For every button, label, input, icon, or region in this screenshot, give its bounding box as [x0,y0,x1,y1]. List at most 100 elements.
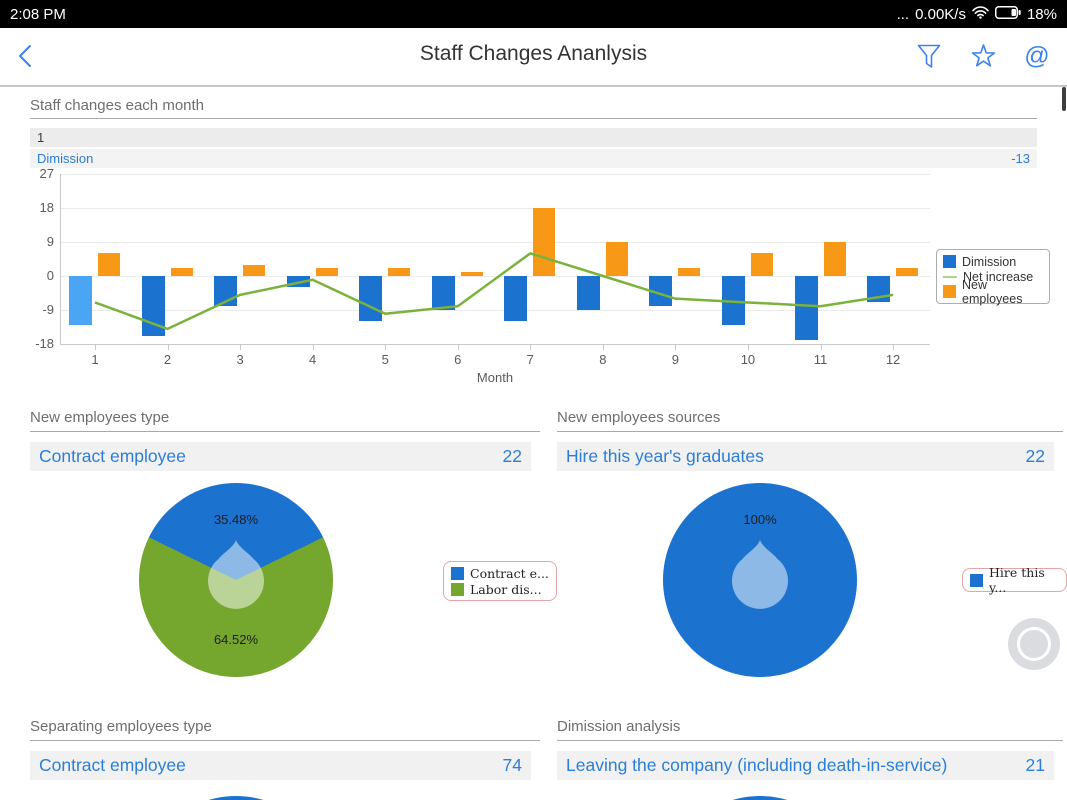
stat-row-contract-employee-separating[interactable]: Contract employee 74 [30,751,531,780]
x-axis-tickmark [675,344,677,350]
x-axis-tickmark [312,344,314,350]
y-axis-tick: -9 [42,302,54,317]
bar-dimission-2[interactable] [141,276,165,337]
bar-dimission-1[interactable] [69,276,92,326]
pie-legend-new-employees-type[interactable]: Contract e... Labor dis... [443,561,557,601]
star-icon[interactable] [969,41,997,71]
legend-label: Labor dis... [470,581,542,597]
at-mention-icon[interactable]: @ [1024,41,1050,70]
bar-new-employees-4[interactable] [315,268,338,276]
bar-dimission-6[interactable] [431,276,455,310]
stat-value: 22 [502,446,522,466]
chart-tooltip-series-row[interactable]: Dimission -13 [30,149,1037,168]
bar-new-employees-12[interactable] [896,268,919,276]
bar-dimission-12[interactable] [867,276,891,303]
divider [557,740,1063,741]
x-axis-tickmark [240,344,242,350]
x-axis-tickmark [95,344,96,350]
legend-item-hire-this-year: Hire this y... [970,565,1059,595]
status-bar: 2:08 PM ... 0.00K/s 18% [0,0,1067,28]
bar-dimission-7[interactable] [504,276,528,322]
x-axis-tick: 5 [381,352,389,367]
legend-item-new-employees: New employees [943,278,1043,306]
legend-label: Dimission [962,254,1017,269]
stat-label: Contract employee [39,755,186,775]
status-net-speed: 0.00K/s [915,5,966,23]
legend-item-dimission: Dimission [943,254,1043,269]
x-axis-tickmark [530,344,532,350]
x-axis-tick: 6 [454,352,462,367]
legend-label: New employees [962,277,1023,306]
pie-new-employees-sources[interactable]: 100% [663,483,857,677]
chart-tooltip-category-row[interactable]: 1 [30,128,1037,147]
x-axis-line [60,344,930,345]
bar-new-employees-6[interactable] [460,272,483,276]
pie-percent-label: 100% [743,512,777,527]
stat-row-leaving-company[interactable]: Leaving the company (including death-in-… [557,751,1054,780]
y-axis-tick: 18 [39,200,54,215]
divider [30,118,1037,119]
stat-label: Contract employee [39,446,186,466]
filter-funnel-icon[interactable] [915,41,943,71]
gridline [60,208,930,209]
bar-dimission-11[interactable] [794,276,818,341]
hire-this-year-swatch [970,573,983,587]
x-axis-tick: 3 [236,352,244,367]
bar-new-employees-5[interactable] [388,268,411,276]
back-button[interactable] [12,41,42,71]
tooltip-series-name: Dimission [37,151,94,166]
section-title-new-employees-sources: New employees sources [557,409,721,426]
stat-row-hire-graduates[interactable]: Hire this year's graduates 22 [557,442,1054,471]
bar-new-employees-7[interactable] [533,208,556,276]
legend-item-labor-dispatch: Labor dis... [451,581,549,597]
pie-percent-label: 64.52% [213,632,259,647]
assistive-floating-button[interactable] [1008,618,1060,670]
bar-new-employees-9[interactable] [678,268,701,276]
y-axis-line [60,174,61,344]
stat-label: Leaving the company (including death-in-… [566,755,948,775]
pie-legend-new-employees-sources[interactable]: Hire this y... [962,565,1067,595]
x-axis-tick: 8 [599,352,607,367]
tooltip-category: 1 [37,130,45,145]
x-axis-tick: 10 [740,352,756,367]
page-title: Staff Changes Ananlysis [419,42,648,65]
separating-pie-preview [139,796,333,800]
x-axis-tickmark [167,344,169,350]
x-axis-tick: 12 [885,352,901,367]
bar-new-employees-10[interactable] [750,253,773,276]
x-axis-tick: 2 [163,352,172,367]
selection-droplet-overlay [732,540,788,609]
section-title-dimission-analysis: Dimission analysis [557,718,681,735]
bar-dimission-5[interactable] [359,276,383,322]
bar-dimission-3[interactable] [214,276,238,307]
bar-new-employees-3[interactable] [243,264,266,276]
pie-percent-label: 35.48% [213,512,259,527]
legend-label: Hire this y... [989,565,1045,595]
selection-droplet-overlay [208,540,264,609]
stat-value: 22 [1025,446,1045,466]
bar-new-employees-11[interactable] [823,242,846,276]
status-time: 2:08 PM [10,5,66,23]
y-axis-tick: 9 [46,234,54,249]
bar-new-employees-8[interactable] [605,242,628,276]
net-increase-swatch [943,275,957,278]
scrollbar[interactable] [1062,87,1066,111]
x-axis-tick: 11 [813,352,828,367]
bar-new-employees-2[interactable] [170,268,193,276]
battery-icon [994,5,1021,23]
monthly-chart-legend[interactable]: Dimission Net increase New employees [936,249,1050,306]
x-axis-title: Month [476,370,514,385]
bar-new-employees-1[interactable] [98,253,120,276]
stat-row-contract-employee-new[interactable]: Contract employee 22 [30,442,531,471]
x-axis-tickmark [602,344,604,350]
bar-dimission-9[interactable] [649,276,673,307]
bar-dimission-10[interactable] [721,276,745,326]
monthly-chart[interactable]: 27 18 9 0 -9 -18 1 2 3 4 5 6 7 8 9 10 11 12 Month [0,166,1067,400]
pie-new-employees-type[interactable]: 35.48% 64.52% [139,483,333,677]
bar-dimission-4[interactable] [286,276,310,288]
bar-dimission-8[interactable] [576,276,600,310]
x-axis-tickmark [747,344,749,350]
nav-bar: Staff Changes Ananlysis @ [0,28,1067,87]
divider [30,431,540,432]
